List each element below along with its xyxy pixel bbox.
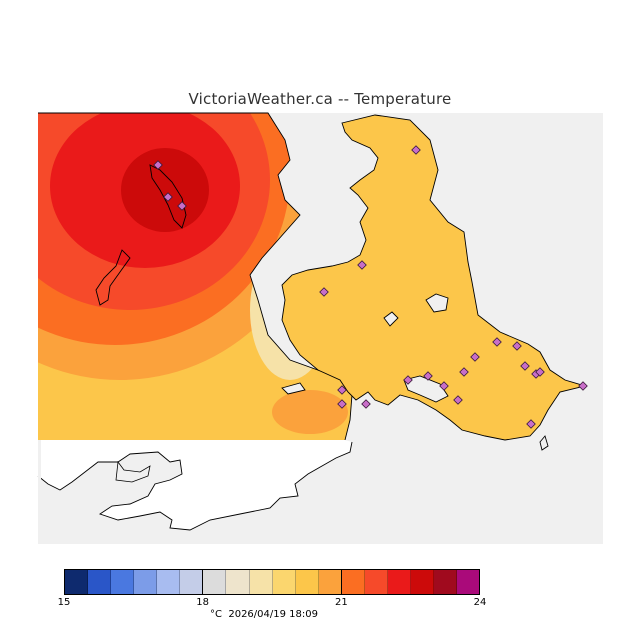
unit-label: °C xyxy=(210,609,222,620)
station-marker[interactable] xyxy=(520,361,530,371)
legend-tick-line xyxy=(202,569,204,595)
legend-color-cell xyxy=(180,570,204,594)
station-marker[interactable] xyxy=(411,145,421,155)
mainland-temperature-field xyxy=(38,112,353,441)
legend-color-cell xyxy=(203,570,227,594)
legend-color-cell xyxy=(272,570,296,594)
map-footer: °C 2026/04/19 18:09 xyxy=(210,609,318,620)
station-marker[interactable] xyxy=(337,399,347,409)
legend-color-cell xyxy=(341,570,365,594)
legend-color-cell xyxy=(410,570,434,594)
station-marker[interactable] xyxy=(423,371,433,381)
station-marker[interactable] xyxy=(526,419,536,429)
legend-color-cell xyxy=(318,570,342,594)
station-marker[interactable] xyxy=(163,192,173,202)
station-marker[interactable] xyxy=(512,341,522,351)
southern-coastline xyxy=(37,441,353,531)
small-islands xyxy=(281,293,549,451)
station-marker[interactable] xyxy=(470,352,480,362)
legend-color-cell xyxy=(226,570,250,594)
station-marker[interactable] xyxy=(453,395,463,405)
station-marker[interactable] xyxy=(459,367,469,377)
southern-landmass xyxy=(38,440,352,530)
weather-stations xyxy=(153,145,588,429)
legend-tick-label: 18 xyxy=(196,597,210,608)
legend-tick-label: 21 xyxy=(334,597,348,608)
legend-color-cell xyxy=(249,570,273,594)
legend-color-cell xyxy=(457,570,480,594)
legend-color-cell xyxy=(295,570,319,594)
station-marker[interactable] xyxy=(439,381,449,391)
legend-color-cell xyxy=(387,570,411,594)
timestamp: 2026/04/19 18:09 xyxy=(228,609,318,620)
legend-color-cell xyxy=(88,570,112,594)
legend-color-cell xyxy=(134,570,158,594)
legend-color-cell xyxy=(434,570,458,594)
station-marker[interactable] xyxy=(319,287,329,297)
station-marker[interactable] xyxy=(357,260,367,270)
legend-tick-label: 24 xyxy=(473,597,487,608)
station-marker[interactable] xyxy=(337,385,347,395)
legend-color-cell xyxy=(65,570,89,594)
legend-color-cell xyxy=(157,570,181,594)
station-marker[interactable] xyxy=(535,367,545,377)
legend-color-cell xyxy=(364,570,388,594)
station-marker[interactable] xyxy=(403,375,413,385)
map-title: VictoriaWeather.ca -- Temperature xyxy=(188,90,452,108)
legend-color-cell xyxy=(111,570,135,594)
legend-tick-line xyxy=(340,569,342,595)
southern-inlet-outline xyxy=(115,460,151,483)
station-marker[interactable] xyxy=(492,337,502,347)
station-marker[interactable] xyxy=(361,399,371,409)
station-marker[interactable] xyxy=(153,160,163,170)
lake-outline xyxy=(149,164,187,229)
legend-tick-label: 15 xyxy=(57,597,71,608)
station-marker[interactable] xyxy=(578,381,588,391)
station-marker[interactable] xyxy=(177,201,187,211)
temperature-legend-bar xyxy=(64,569,480,595)
inland-island-outline xyxy=(95,249,131,306)
